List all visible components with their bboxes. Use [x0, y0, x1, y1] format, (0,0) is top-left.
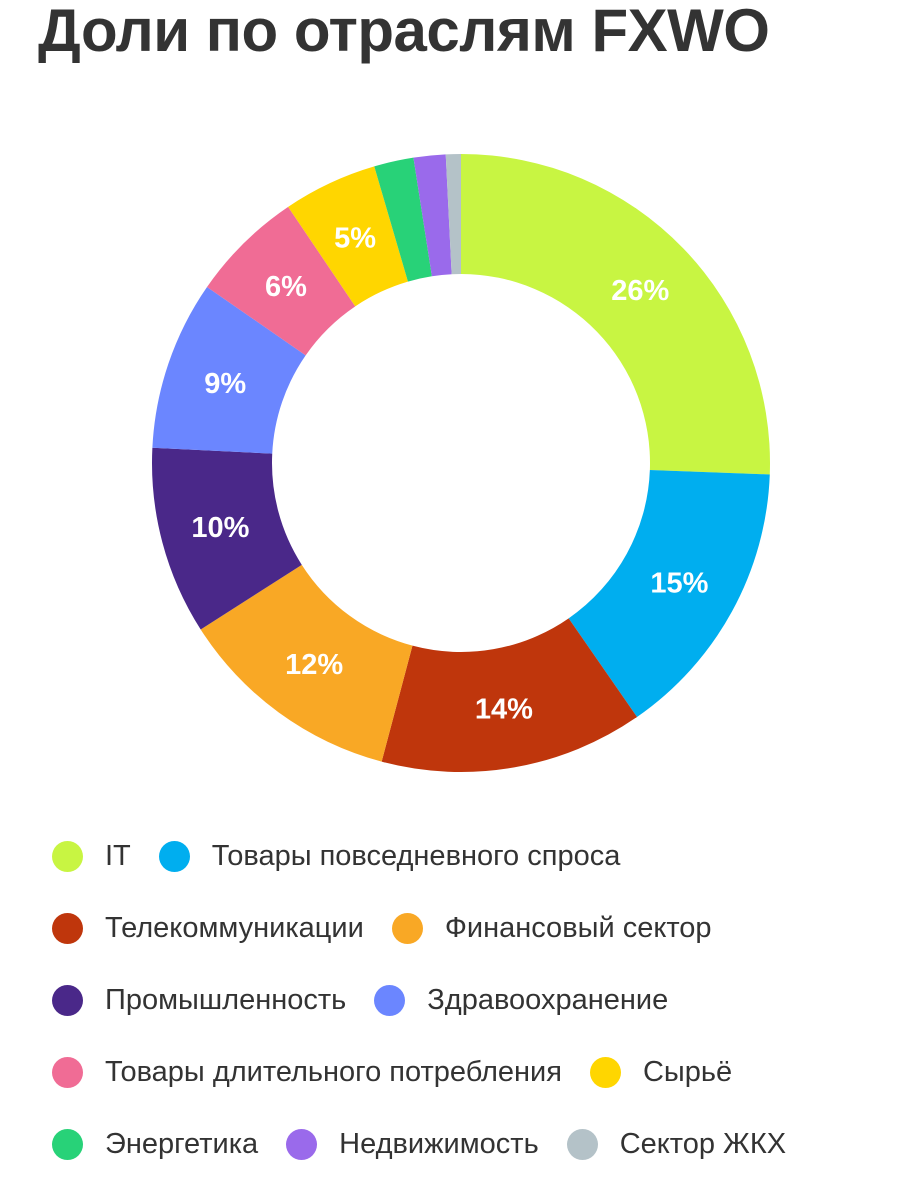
legend-color-dot-icon: [286, 1128, 318, 1160]
legend-label: Сектор ЖКХ: [619, 1127, 787, 1160]
donut-slices: [151, 154, 770, 773]
chart-legend: IT Товары повседневного спроса Телекоммуни…: [52, 820, 912, 1180]
legend-color-dot-icon: [52, 840, 83, 872]
legend-label: Товары длительного потребления: [105, 1055, 562, 1088]
legend-label: Здравоохранение: [427, 983, 669, 1016]
legend-item[interactable]: IT: [52, 840, 131, 873]
legend-item[interactable]: Сектор ЖКХ: [566, 1127, 787, 1161]
donut-slice: [151, 447, 302, 630]
donut-slice: [461, 154, 770, 475]
donut-slice: [445, 154, 461, 275]
slice-percent-label: 26%: [611, 275, 669, 307]
legend-item[interactable]: Финансовый сектор: [391, 911, 712, 945]
slice-percent-label: 15%: [650, 568, 708, 600]
legend-color-dot-icon: [52, 984, 83, 1016]
slice-percent-label: 6%: [265, 271, 307, 303]
slice-labels: 26% 15% 14% 12% 10% 9% 6% 5%: [191, 223, 708, 726]
donut-slice: [568, 470, 770, 717]
legend-row: Товары длительного потребления Сырьё: [52, 1036, 912, 1108]
legend-item[interactable]: Сырьё: [589, 1055, 733, 1089]
chart-title: Доли по отраслям FXWO: [38, 0, 770, 64]
slice-percent-label: 10%: [191, 512, 249, 544]
legend-color-dot-icon: [391, 912, 423, 944]
legend-color-dot-icon: [566, 1128, 598, 1160]
legend-label: Энергетика: [105, 1127, 259, 1160]
legend-item[interactable]: Недвижимость: [286, 1128, 539, 1161]
legend-label: IT: [105, 839, 131, 872]
legend-row: Телекоммуникации Финансовый сектор: [52, 892, 912, 964]
legend-item[interactable]: Товары длительного потребления: [52, 1056, 562, 1089]
legend-color-dot-icon: [374, 984, 406, 1016]
slice-percent-label: 5%: [334, 223, 376, 255]
legend-row: IT Товары повседневного спроса: [52, 820, 912, 892]
legend-row: Промышленность Здравоохранение: [52, 964, 912, 1036]
legend-label: Промышленность: [105, 983, 347, 1016]
legend-item[interactable]: Товары повседневного спроса: [158, 839, 621, 873]
legend-color-dot-icon: [158, 840, 190, 872]
legend-color-dot-icon: [589, 1056, 621, 1088]
legend-color-dot-icon: [52, 1128, 83, 1160]
legend-label: Телекоммуникации: [105, 911, 364, 944]
donut-slice: [200, 564, 413, 762]
legend-label: Недвижимость: [339, 1127, 539, 1160]
legend-label: Товары повседневного спроса: [211, 839, 621, 872]
legend-color-dot-icon: [52, 912, 83, 944]
legend-label: Финансовый сектор: [444, 911, 712, 944]
legend-color-dot-icon: [52, 1056, 83, 1088]
donut-slice: [381, 618, 638, 773]
legend-item[interactable]: Здравоохранение: [374, 984, 668, 1017]
slice-percent-label: 12%: [285, 649, 343, 681]
legend-label: Сырьё: [642, 1055, 733, 1088]
legend-item[interactable]: Телекоммуникации: [52, 912, 364, 945]
donut-chart: 26% 15% 14% 12% 10% 9% 6% 5%: [151, 154, 770, 773]
donut-slice: [207, 206, 356, 356]
donut-slice: [288, 166, 408, 307]
legend-item[interactable]: Промышленность: [52, 984, 346, 1017]
donut-slice: [374, 157, 432, 282]
legend-row: Энергетика Недвижимость Сектор ЖКХ: [52, 1108, 912, 1180]
legend-item[interactable]: Энергетика: [52, 1128, 258, 1161]
slice-percent-label: 14%: [475, 693, 533, 725]
slice-percent-label: 9%: [204, 368, 246, 400]
donut-slice: [413, 154, 452, 277]
donut-slice: [152, 286, 306, 454]
